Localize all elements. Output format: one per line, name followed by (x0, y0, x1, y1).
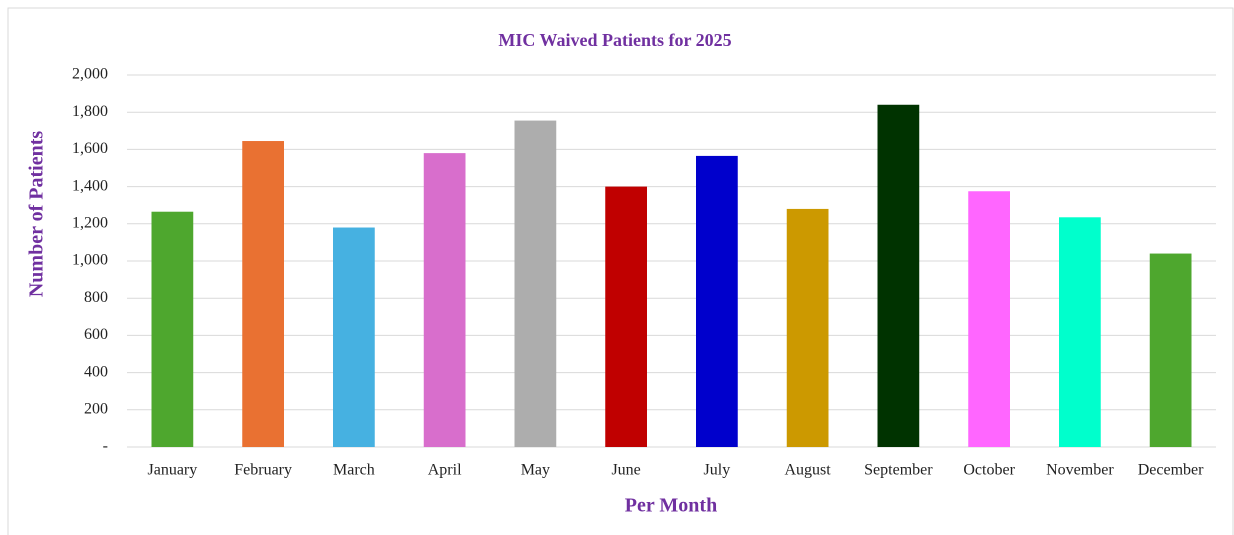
bar (1059, 217, 1101, 447)
bar (1149, 253, 1192, 447)
bar (696, 155, 738, 447)
x-tick-label: June (611, 462, 640, 479)
x-tick-label: November (1046, 462, 1114, 479)
y-tick-label: 800 (84, 289, 108, 306)
x-tick-label: July (704, 462, 731, 479)
y-tick-label: 2,000 (72, 66, 108, 83)
y-axis-label: Number of Patients (26, 131, 48, 297)
x-tick-label: April (428, 462, 462, 479)
y-tick-label: 1,000 (72, 252, 108, 269)
x-axis-label: Per Month (625, 495, 717, 517)
bar (333, 227, 375, 447)
bar (423, 153, 466, 447)
x-tick-label: September (864, 462, 933, 479)
bar (877, 104, 920, 447)
x-tick-label: August (785, 462, 832, 479)
x-tick-label: January (147, 462, 197, 479)
x-tick-label: October (963, 462, 1015, 479)
y-tick-label: 400 (84, 363, 108, 380)
x-tick-label: March (333, 462, 375, 479)
chart-frame (7, 7, 1234, 535)
x-tick-label: May (521, 462, 550, 479)
bar (605, 186, 647, 447)
y-tick-label: 1,400 (72, 177, 108, 194)
bar (968, 191, 1010, 447)
bar (151, 211, 194, 447)
bar (514, 120, 557, 447)
y-tick-label: 1,600 (72, 140, 108, 157)
y-tick-label: 600 (84, 326, 108, 343)
y-tick-label: 1,200 (72, 214, 108, 231)
chart-title: MIC Waived Patients for 2025 (498, 30, 731, 50)
x-tick-label: February (234, 462, 292, 479)
x-tick-label: December (1138, 462, 1204, 479)
bar (786, 208, 829, 447)
y-tick-label: - (103, 438, 108, 455)
bar (242, 141, 284, 447)
y-tick-label: 1,800 (72, 103, 108, 120)
y-tick-label: 200 (84, 400, 108, 417)
